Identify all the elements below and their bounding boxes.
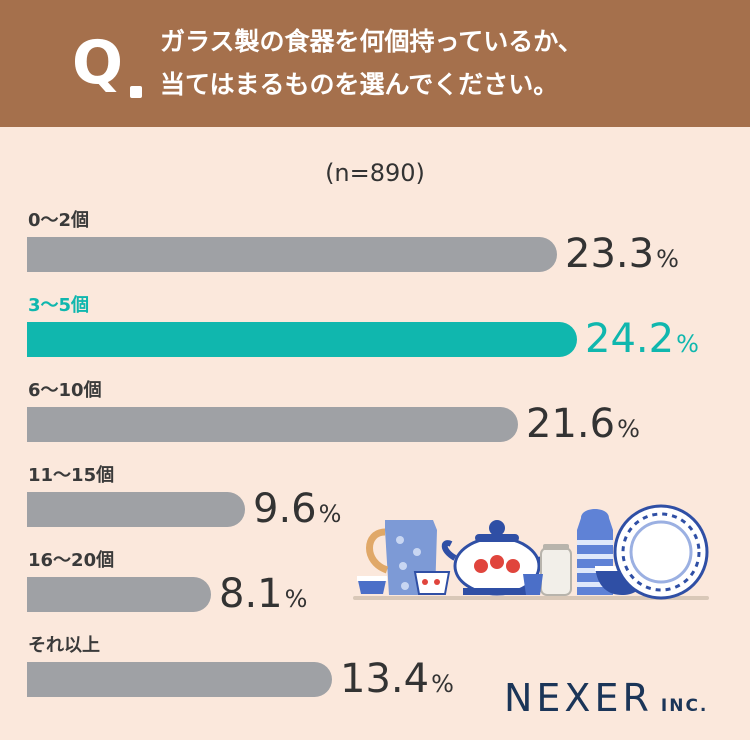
value-number: 24.2 xyxy=(585,316,675,362)
bar xyxy=(27,237,557,272)
tableware-illustration-icon xyxy=(353,504,709,600)
percent-unit: % xyxy=(431,670,454,698)
question-line-1: ガラス製の食器を何個持っているか、 xyxy=(160,27,583,56)
category-label: 3〜5個 xyxy=(28,295,90,316)
value-label: 8.1% xyxy=(219,574,307,614)
category-label: 6〜10個 xyxy=(28,380,102,401)
category-label: それ以上 xyxy=(28,635,100,656)
question-line-2: 当てはまるものを選んでください。 xyxy=(160,70,559,99)
value-number: 13.4 xyxy=(340,656,430,702)
bar xyxy=(27,662,332,697)
value-number: 9.6 xyxy=(253,486,317,532)
bar xyxy=(27,492,245,527)
category-label: 0〜2個 xyxy=(28,210,90,231)
bar xyxy=(27,322,577,357)
value-number: 23.3 xyxy=(565,231,655,277)
value-label: 21.6% xyxy=(526,404,640,444)
value-number: 21.6 xyxy=(526,401,616,447)
percent-unit: % xyxy=(676,330,699,358)
value-label: 13.4% xyxy=(340,659,454,699)
question-header: Q ガラス製の食器を何個持っているか、 当てはまるものを選んでください。 xyxy=(0,0,750,127)
percent-unit: % xyxy=(617,415,640,443)
nexer-logo: NEXER INC. xyxy=(504,676,708,720)
logo-main-text: NEXER xyxy=(504,676,653,720)
category-label: 11〜15個 xyxy=(28,465,115,486)
category-label: 16〜20個 xyxy=(28,550,115,571)
percent-unit: % xyxy=(656,245,679,273)
percent-unit: % xyxy=(284,585,308,613)
bar xyxy=(27,407,518,442)
value-label: 9.6% xyxy=(253,489,341,529)
percent-unit: % xyxy=(318,500,342,528)
value-label: 24.2% xyxy=(585,319,699,359)
q-dot xyxy=(130,86,142,98)
q-mark: Q xyxy=(72,28,124,98)
value-label: 23.3% xyxy=(565,234,679,274)
value-number: 8.1 xyxy=(219,571,283,617)
sample-size: (n=890) xyxy=(325,159,425,187)
bar xyxy=(27,577,211,612)
logo-sub-text: INC. xyxy=(660,696,709,716)
